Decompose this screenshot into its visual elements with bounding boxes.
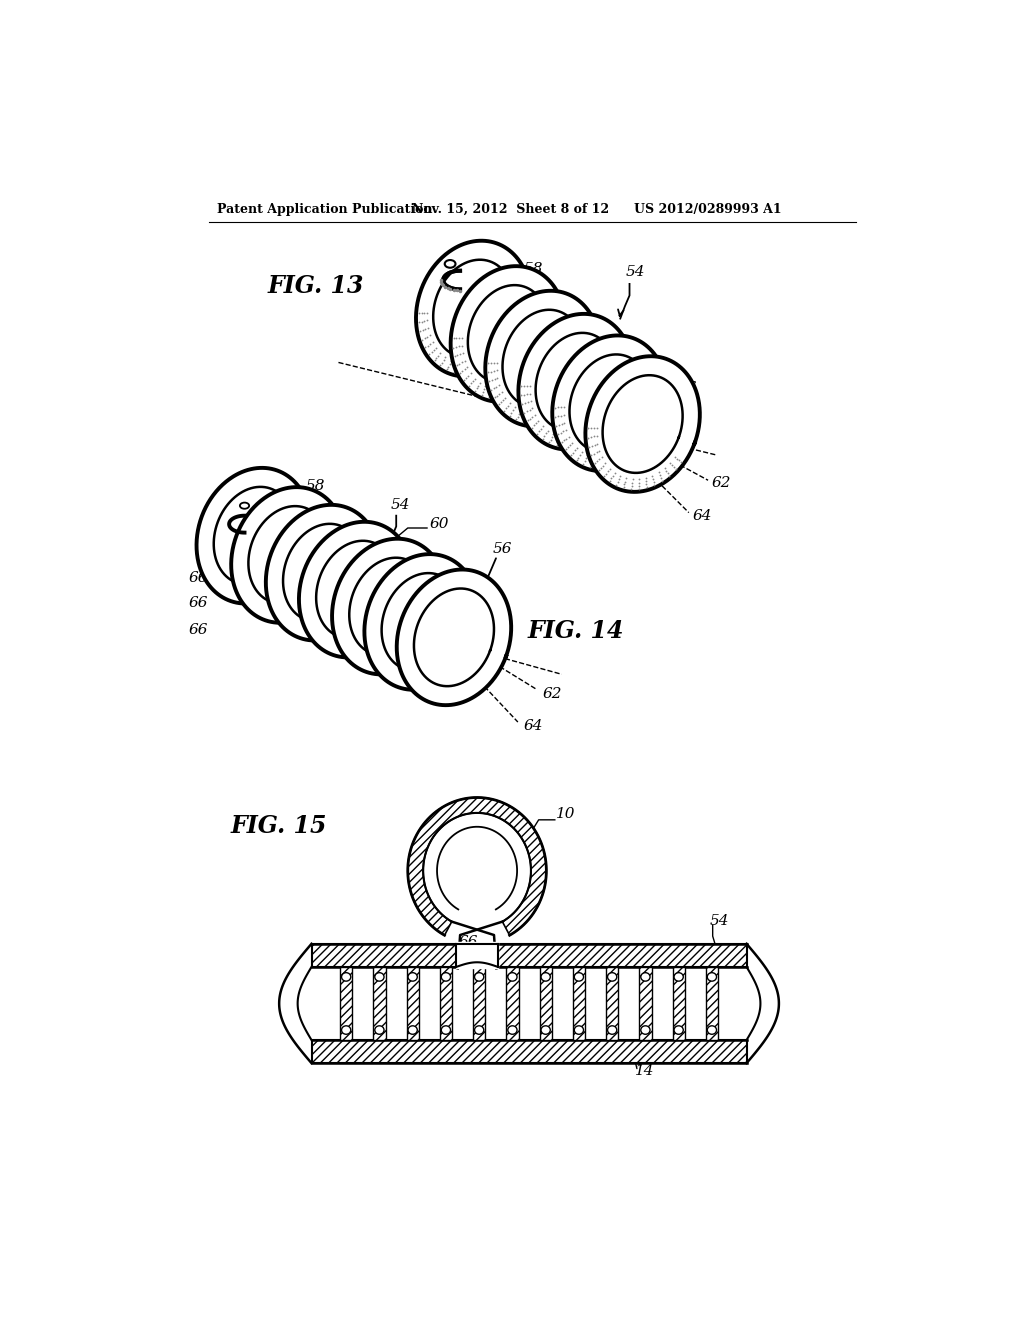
Text: 64: 64 bbox=[523, 719, 543, 733]
Ellipse shape bbox=[508, 973, 517, 981]
Polygon shape bbox=[518, 314, 633, 450]
Polygon shape bbox=[414, 589, 494, 686]
Polygon shape bbox=[437, 826, 517, 915]
Polygon shape bbox=[332, 539, 446, 675]
Ellipse shape bbox=[474, 973, 483, 981]
Ellipse shape bbox=[375, 1026, 384, 1035]
Text: 66: 66 bbox=[188, 572, 208, 585]
Ellipse shape bbox=[342, 973, 351, 981]
Bar bbox=[374, 966, 386, 1040]
Polygon shape bbox=[485, 290, 600, 426]
Polygon shape bbox=[266, 504, 380, 640]
Bar bbox=[606, 966, 618, 1040]
Bar bbox=[473, 966, 485, 1040]
Polygon shape bbox=[197, 467, 311, 603]
Polygon shape bbox=[214, 487, 294, 585]
Text: 62: 62 bbox=[543, 686, 562, 701]
Polygon shape bbox=[299, 521, 414, 657]
Polygon shape bbox=[746, 944, 779, 1063]
Ellipse shape bbox=[708, 1026, 717, 1035]
Polygon shape bbox=[283, 524, 364, 622]
Polygon shape bbox=[408, 797, 547, 936]
Text: 58: 58 bbox=[524, 261, 544, 276]
Text: 14: 14 bbox=[635, 1064, 654, 1078]
Polygon shape bbox=[536, 333, 615, 430]
Text: Nov. 15, 2012  Sheet 8 of 12: Nov. 15, 2012 Sheet 8 of 12 bbox=[413, 203, 609, 216]
Text: 54: 54 bbox=[391, 498, 411, 512]
Ellipse shape bbox=[408, 973, 418, 981]
Ellipse shape bbox=[342, 1026, 351, 1035]
Polygon shape bbox=[365, 554, 479, 690]
Text: US 2012/0289993 A1: US 2012/0289993 A1 bbox=[634, 203, 781, 216]
Text: 66: 66 bbox=[188, 623, 208, 636]
Bar bbox=[540, 966, 552, 1040]
Bar bbox=[706, 966, 718, 1040]
Bar bbox=[439, 966, 452, 1040]
Polygon shape bbox=[416, 240, 530, 376]
Polygon shape bbox=[349, 558, 429, 656]
Text: FIG. 15: FIG. 15 bbox=[230, 814, 327, 838]
Text: 60: 60 bbox=[429, 517, 449, 531]
Text: FIG. 13: FIG. 13 bbox=[267, 275, 365, 298]
Ellipse shape bbox=[607, 1026, 616, 1035]
Polygon shape bbox=[586, 356, 699, 492]
Text: 56: 56 bbox=[677, 381, 696, 395]
Text: Patent Application Publication: Patent Application Publication bbox=[217, 203, 432, 216]
Polygon shape bbox=[433, 260, 513, 358]
Polygon shape bbox=[468, 285, 548, 383]
Ellipse shape bbox=[641, 973, 650, 981]
Ellipse shape bbox=[641, 1026, 650, 1035]
Ellipse shape bbox=[541, 1026, 550, 1035]
Polygon shape bbox=[249, 506, 329, 603]
Polygon shape bbox=[408, 797, 547, 936]
Text: 54: 54 bbox=[710, 913, 729, 928]
Ellipse shape bbox=[574, 1026, 584, 1035]
Text: 10: 10 bbox=[556, 808, 575, 821]
Bar bbox=[673, 966, 685, 1040]
Text: 60: 60 bbox=[635, 347, 654, 362]
Ellipse shape bbox=[474, 1026, 483, 1035]
Text: 64: 64 bbox=[692, 508, 712, 523]
Polygon shape bbox=[311, 1040, 746, 1063]
Ellipse shape bbox=[574, 973, 584, 981]
Ellipse shape bbox=[375, 973, 384, 981]
Polygon shape bbox=[396, 569, 511, 705]
Text: 66: 66 bbox=[458, 936, 477, 949]
Polygon shape bbox=[382, 573, 462, 671]
Text: 56: 56 bbox=[493, 541, 512, 556]
Bar bbox=[639, 966, 651, 1040]
Ellipse shape bbox=[408, 1026, 418, 1035]
Text: 62: 62 bbox=[712, 477, 731, 490]
Polygon shape bbox=[311, 944, 746, 966]
Polygon shape bbox=[451, 267, 565, 401]
Ellipse shape bbox=[708, 973, 717, 981]
Ellipse shape bbox=[541, 973, 550, 981]
Ellipse shape bbox=[674, 1026, 683, 1035]
Ellipse shape bbox=[508, 1026, 517, 1035]
Text: 66: 66 bbox=[188, 597, 208, 610]
Ellipse shape bbox=[607, 973, 616, 981]
Polygon shape bbox=[552, 335, 667, 471]
Polygon shape bbox=[280, 944, 311, 1063]
Bar bbox=[506, 966, 518, 1040]
Bar bbox=[407, 966, 419, 1040]
Polygon shape bbox=[408, 797, 547, 936]
Ellipse shape bbox=[441, 1026, 451, 1035]
Ellipse shape bbox=[240, 503, 249, 508]
Bar bbox=[572, 966, 585, 1040]
Polygon shape bbox=[231, 487, 346, 623]
Ellipse shape bbox=[441, 973, 451, 981]
Polygon shape bbox=[457, 942, 498, 969]
Text: 54: 54 bbox=[626, 265, 645, 280]
Polygon shape bbox=[316, 541, 396, 639]
Text: FIG. 14: FIG. 14 bbox=[528, 619, 625, 643]
Ellipse shape bbox=[444, 260, 456, 268]
Text: 58: 58 bbox=[306, 479, 326, 494]
Polygon shape bbox=[503, 310, 583, 408]
Polygon shape bbox=[602, 375, 683, 473]
Polygon shape bbox=[569, 355, 649, 453]
Bar bbox=[340, 966, 352, 1040]
Ellipse shape bbox=[674, 973, 683, 981]
